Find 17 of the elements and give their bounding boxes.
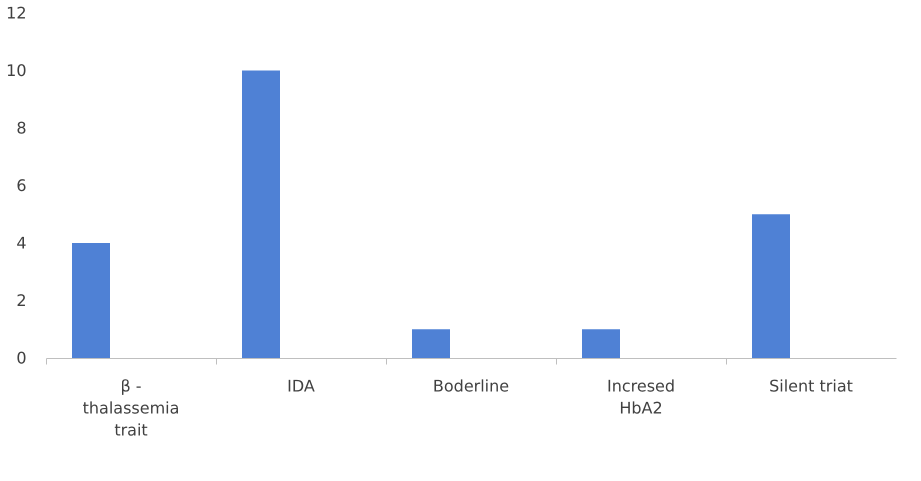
bar bbox=[752, 214, 790, 358]
bar bbox=[412, 329, 450, 358]
bar bbox=[582, 329, 620, 358]
y-tick-label: 8 bbox=[16, 118, 26, 138]
x-tick-label: Boderline bbox=[432, 376, 510, 396]
x-tick-label: β - thalassemia trait bbox=[82, 376, 180, 440]
y-tick-label: 4 bbox=[16, 234, 26, 252]
x-tick-label: Incresed HbA2 bbox=[606, 376, 676, 418]
y-tick-label: 6 bbox=[16, 176, 26, 195]
x-tick-label: IDA bbox=[287, 376, 315, 396]
x-tick-label: Silent triat bbox=[769, 376, 853, 396]
bar bbox=[72, 243, 110, 358]
y-tick-label: 12 bbox=[6, 4, 26, 22]
y-tick-label: 10 bbox=[6, 61, 26, 80]
bar bbox=[242, 70, 280, 358]
y-tick-label: 2 bbox=[16, 291, 26, 310]
y-tick-label: 0 bbox=[16, 348, 26, 368]
